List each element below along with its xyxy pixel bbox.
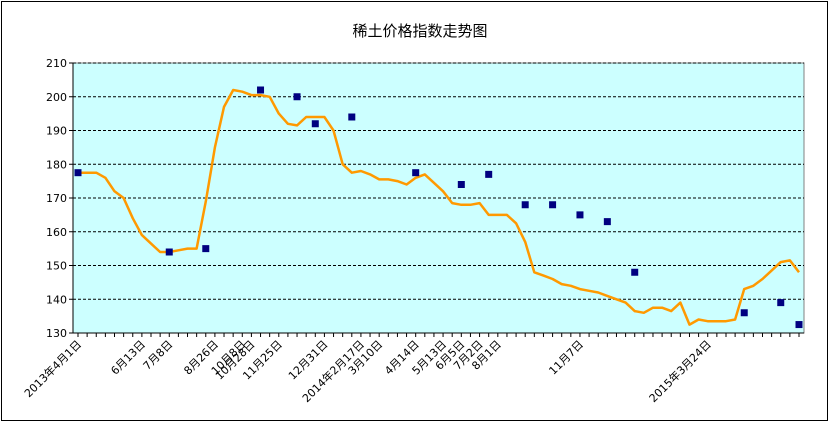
data-marker [795,321,803,329]
y-tick-label: 150 [46,260,67,273]
chart-title: 稀土价格指数走势图 [352,22,487,40]
data-marker [348,113,356,121]
y-tick-label: 170 [46,192,67,205]
x-tick-label: 11月7日 [546,338,586,378]
series-line [78,88,800,326]
y-tick-label: 160 [46,226,67,239]
data-marker [311,120,319,128]
data-marker [74,169,82,177]
x-tick-label: 2013年4月1日 [21,337,84,400]
x-tick-label: 2015年3月24日 [646,337,714,405]
y-tick-label: 210 [46,57,67,70]
data-marker [631,268,639,276]
y-tick-label: 130 [46,327,67,340]
x-tick-label: 7月8日 [141,338,176,373]
data-marker [740,309,748,317]
y-tick-label: 190 [46,125,67,138]
data-marker [202,245,210,253]
data-marker [257,86,265,94]
data-marker [293,93,301,101]
y-tick-label: 200 [46,91,67,104]
y-tick-label: 180 [46,158,67,171]
data-marker [165,248,173,256]
data-marker [576,211,584,219]
data-marker [485,170,493,178]
data-marker [777,299,785,307]
data-marker [521,201,529,209]
data-marker [603,218,611,226]
y-tick-label: 140 [46,293,67,306]
x-tick-label: 6月13日 [108,338,148,378]
data-marker [412,169,420,177]
data-marker [457,181,465,188]
data-marker [549,201,557,209]
